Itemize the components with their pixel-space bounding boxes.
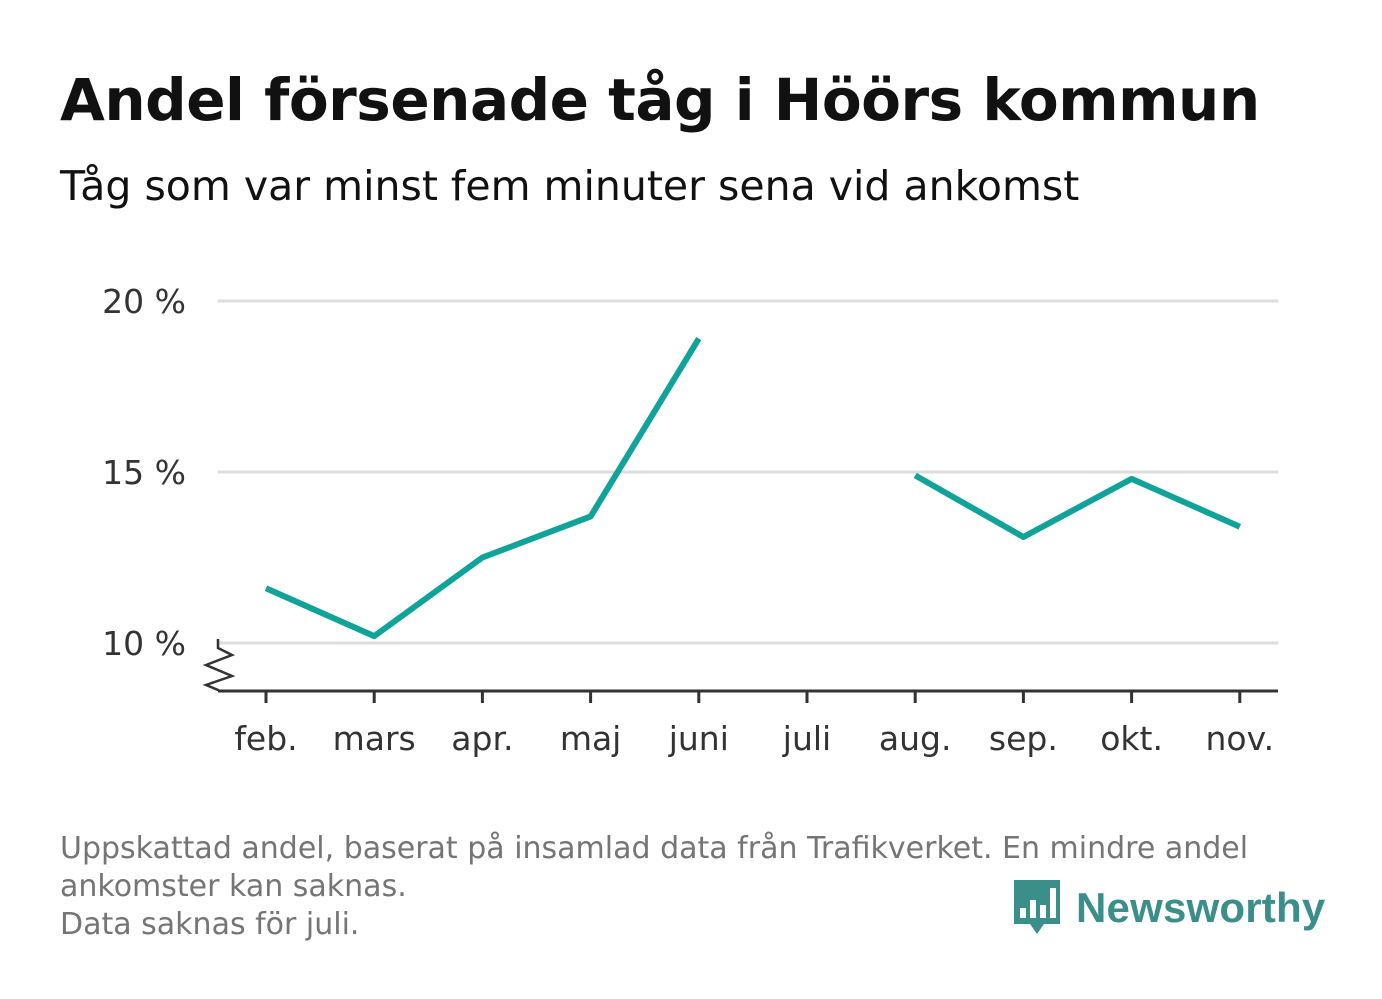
x-tick-label: feb. (234, 719, 297, 758)
line-chart: 10 % 15 % 20 % feb. mars apr. maj juni juli aug.… (102, 282, 1278, 758)
x-tick-label: mars (333, 719, 416, 758)
x-tick-label: okt. (1100, 719, 1163, 758)
footnote-line: Data saknas för juli. (60, 907, 360, 942)
x-tick-label: juli (782, 719, 831, 758)
series-line (264, 337, 702, 640)
y-tick-label: 20 % (102, 282, 186, 321)
bar-chart-speech-bubble-icon (1014, 880, 1060, 934)
x-tick-label: apr. (451, 719, 513, 758)
x-tick-labels: feb. mars apr. maj juni juli aug. sep. okt. nov. (234, 719, 1274, 758)
x-tick-label: nov. (1206, 719, 1275, 758)
y-tick-label: 15 % (102, 453, 186, 492)
chart-title: Andel försenade tåg i Höörs kommun (60, 66, 1260, 134)
series-line (913, 472, 1242, 540)
gridlines (218, 299, 1278, 645)
y-tick-label: 10 % (102, 624, 186, 663)
logo-text: Newsworthy (1076, 884, 1326, 931)
footnote-line: ankomster kan saknas. (60, 869, 407, 904)
x-tick-label: sep. (989, 719, 1058, 758)
axis-break-icon (202, 639, 236, 692)
x-axis (202, 639, 1278, 703)
x-tick-label: juni (668, 719, 729, 758)
footnote: Uppskattad andel, baserat på insamlad da… (60, 830, 1320, 944)
x-tick-label: aug. (879, 719, 952, 758)
footnote-line: Uppskattad andel, baserat på insamlad da… (60, 831, 1249, 866)
chart-subtitle: Tåg som var minst fem minuter sena vid a… (60, 162, 1080, 210)
x-tick-label: maj (560, 719, 622, 758)
newsworthy-logo: Newsworthy (1010, 878, 1325, 938)
y-tick-labels: 10 % 15 % 20 % (102, 282, 186, 663)
series-lines (264, 337, 1242, 640)
